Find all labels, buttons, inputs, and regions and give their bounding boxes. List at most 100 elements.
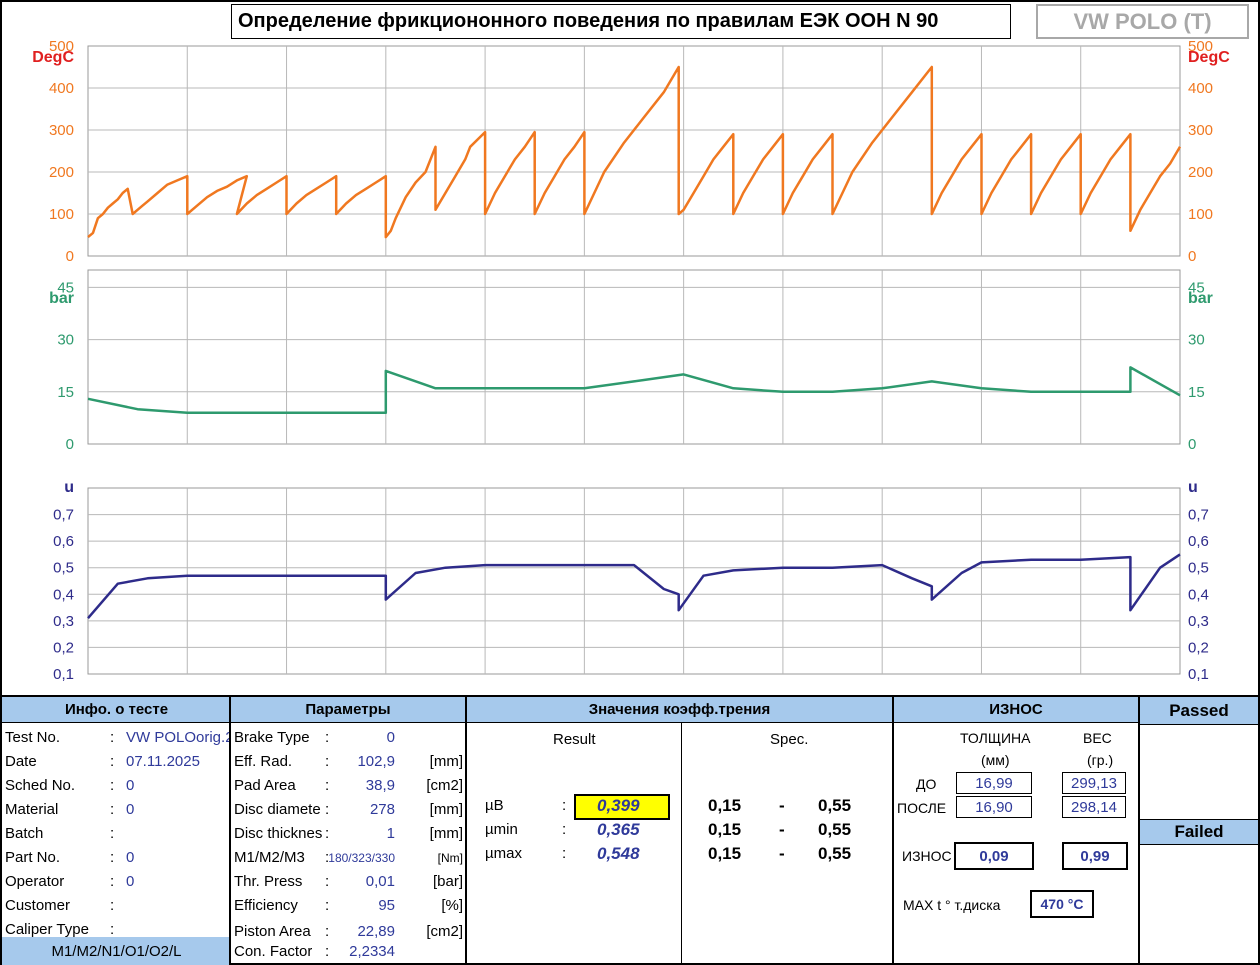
info-value: VW POLOorig.2 bbox=[126, 729, 229, 746]
y-tick-label-right: 30 bbox=[1188, 332, 1205, 349]
y-tick-label-left: 0,6 bbox=[53, 533, 74, 550]
results-panel: Инфо. о тесте Test No.: VW POLOorig.2 Date… bbox=[2, 695, 1258, 965]
y-tick-label-left: 100 bbox=[49, 206, 74, 223]
passed-badge: Passed bbox=[1140, 697, 1258, 725]
y-tick-label-left: 45 bbox=[57, 279, 74, 296]
y-tick-label-left: 0,5 bbox=[53, 560, 74, 577]
plot-frame-0 bbox=[87, 45, 1181, 257]
report-title: Определение фрикциононного поведения по … bbox=[231, 4, 1011, 39]
param-colon: : bbox=[325, 849, 330, 866]
param-label: Efficiency bbox=[234, 897, 298, 914]
param-label: Piston Area bbox=[234, 923, 311, 940]
failed-badge: Failed bbox=[1140, 819, 1258, 845]
after-thickness-box: 16,90 bbox=[956, 796, 1032, 818]
param-value: 180/323/330 bbox=[328, 851, 395, 865]
info-colon: : bbox=[110, 921, 115, 938]
spec-min-value: 0,15 bbox=[708, 844, 742, 863]
plot-frame-2 bbox=[87, 487, 1181, 675]
y-tick-label-left: 15 bbox=[57, 384, 74, 401]
spec-max-value: 0,55 bbox=[818, 820, 852, 839]
y-tick-label-left: 500 bbox=[49, 38, 74, 55]
y-tick-label-right: 100 bbox=[1188, 206, 1213, 223]
info-value: 07.11.2025 bbox=[126, 753, 200, 770]
parameters-header: Параметры bbox=[231, 697, 465, 723]
param-label: Con. Factor bbox=[234, 943, 313, 960]
info-colon: : bbox=[110, 849, 115, 866]
weight-unit: (гр.) bbox=[1087, 752, 1114, 768]
caliper-type-text: M1/M2/N1/O1/O2/L bbox=[51, 942, 182, 960]
wear-label: ИЗНОС bbox=[902, 848, 952, 864]
friction-label: µB bbox=[485, 797, 504, 814]
parameters-section: Параметры Brake Type: 0 Eff. Rad.: 102,9 [mm… bbox=[231, 697, 465, 965]
vehicle-title: VW POLO (T) bbox=[1036, 4, 1249, 39]
y-tick-label-right: 0 bbox=[1188, 248, 1196, 265]
info-colon: : bbox=[110, 729, 115, 746]
y-tick-label-right: 45 bbox=[1188, 279, 1205, 296]
before-label: ДО bbox=[916, 776, 937, 792]
y-tick-label-right: 0,2 bbox=[1188, 639, 1209, 656]
friction-colon: : bbox=[562, 797, 567, 814]
before-thickness-value: 16,99 bbox=[975, 774, 1013, 792]
result-column-label: Result bbox=[553, 731, 596, 748]
y-tick-label-right: 0,4 bbox=[1188, 586, 1209, 603]
param-value: 38,9 bbox=[365, 777, 395, 794]
info-value: 0 bbox=[126, 777, 135, 794]
param-label: Eff. Rad. bbox=[234, 753, 293, 770]
test-info-section: Инфо. о тесте Test No.: VW POLOorig.2 Date… bbox=[2, 697, 231, 965]
info-colon: : bbox=[110, 777, 115, 794]
wear-header: ИЗНОС bbox=[894, 697, 1138, 723]
info-colon: : bbox=[110, 873, 115, 890]
y-tick-label-right: 500 bbox=[1188, 38, 1213, 55]
y-tick-label-right: 0,7 bbox=[1188, 507, 1209, 524]
before-weight-value: 299,13 bbox=[1071, 774, 1117, 792]
wear-thickness-box: 0,09 bbox=[954, 842, 1034, 870]
param-value: 95 bbox=[378, 897, 395, 914]
param-unit: [cm2] bbox=[426, 923, 463, 940]
y-tick-label-left: 0 bbox=[66, 248, 74, 265]
test-info-header: Инфо. о тесте bbox=[2, 697, 231, 723]
param-colon: : bbox=[325, 873, 330, 890]
info-label: Material bbox=[5, 801, 59, 818]
param-value: 0,01 bbox=[365, 873, 395, 890]
after-thickness-value: 16,90 bbox=[975, 798, 1013, 816]
thickness-label: ТОЛЩИНА bbox=[960, 730, 1031, 746]
after-weight-box: 298,14 bbox=[1062, 796, 1126, 818]
caliper-type-value: M1/M2/N1/O1/O2/L bbox=[2, 937, 231, 965]
y-tick-label-left: 0,7 bbox=[53, 507, 74, 524]
max-temp-label: MAX t ° т.диска bbox=[903, 897, 1001, 913]
info-value: 0 bbox=[126, 873, 135, 890]
max-temp-box: 470 °C bbox=[1030, 890, 1094, 918]
info-label: Sched No. bbox=[5, 777, 76, 794]
param-colon: : bbox=[325, 729, 330, 746]
info-colon: : bbox=[110, 801, 115, 818]
thickness-unit: (мм) bbox=[981, 752, 1010, 768]
status-section: Passed Failed bbox=[1140, 697, 1258, 965]
y-tick-label-right: 0 bbox=[1188, 436, 1196, 453]
y-tick-label-left: 400 bbox=[49, 80, 74, 97]
friction-label: µmax bbox=[485, 845, 522, 862]
friction-colon: : bbox=[562, 821, 567, 838]
after-weight-value: 298,14 bbox=[1071, 798, 1117, 816]
y-tick-label-right: 0,5 bbox=[1188, 560, 1209, 577]
param-colon: : bbox=[325, 923, 330, 940]
spec-max-value: 0,55 bbox=[818, 844, 852, 863]
wear-weight-box: 0,99 bbox=[1062, 842, 1128, 870]
friction-colon: : bbox=[562, 845, 567, 862]
friction-header: Значения коэфф.трения bbox=[467, 697, 892, 723]
spec-min-value: 0,15 bbox=[708, 796, 742, 815]
y-axis-label-right: bar bbox=[1188, 290, 1213, 307]
mub-highlight-box bbox=[574, 794, 670, 820]
max-temp-value: 470 °C bbox=[1040, 896, 1084, 912]
weight-label: ВЕС bbox=[1083, 730, 1112, 746]
after-label: ПОСЛЕ bbox=[897, 800, 947, 816]
failed-text: Failed bbox=[1174, 822, 1224, 841]
info-colon: : bbox=[110, 825, 115, 842]
y-tick-label-left: 0,1 bbox=[53, 666, 74, 683]
y-tick-label-left: 30 bbox=[57, 332, 74, 349]
y-tick-label-left: 300 bbox=[49, 122, 74, 139]
param-value: 2,2334 bbox=[349, 943, 395, 960]
before-thickness-box: 16,99 bbox=[956, 772, 1032, 794]
spec-max-value: 0,55 bbox=[818, 796, 852, 815]
wear-weight-value: 0,99 bbox=[1080, 847, 1110, 865]
